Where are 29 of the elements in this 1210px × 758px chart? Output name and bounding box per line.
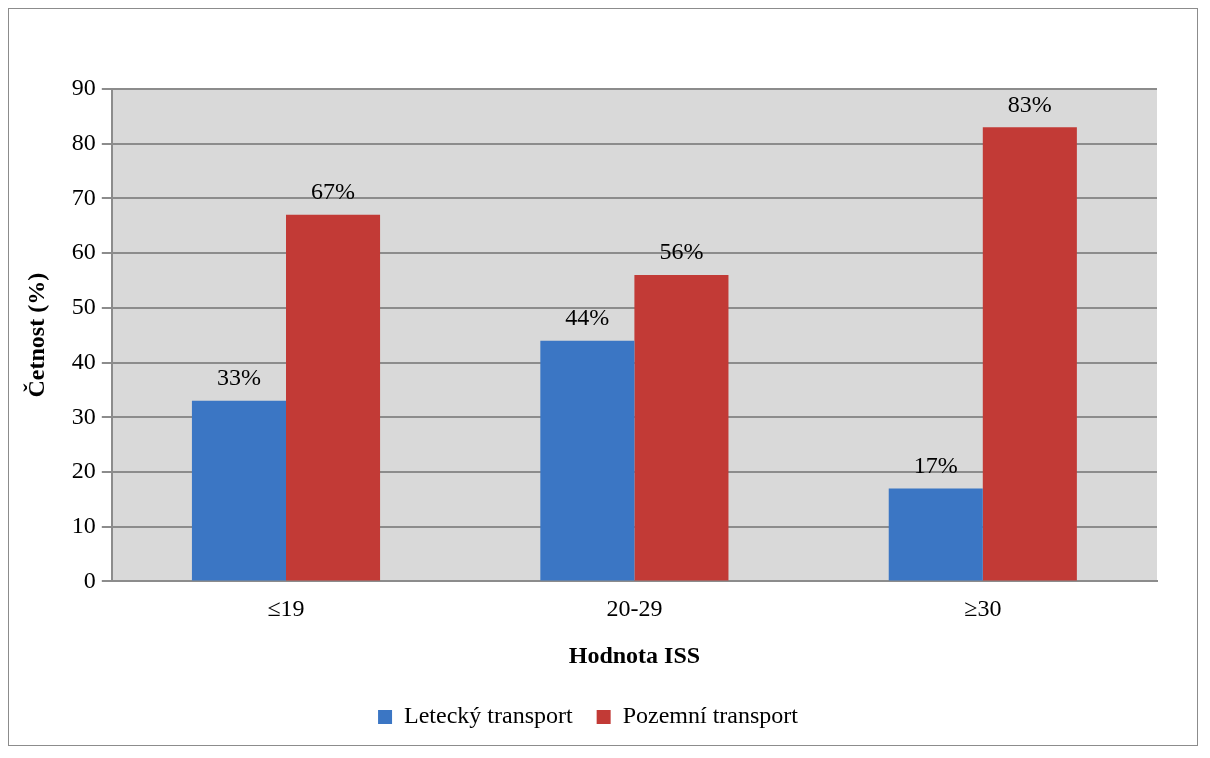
data-label: 56% bbox=[659, 238, 704, 265]
data-label: 33% bbox=[216, 364, 261, 391]
y-tick-label: 40 bbox=[71, 347, 96, 374]
bar bbox=[540, 340, 635, 581]
bar bbox=[888, 488, 983, 581]
data-label: 83% bbox=[1007, 90, 1052, 117]
data-label: 44% bbox=[565, 303, 610, 330]
x-axis-title: Hodnota ISS bbox=[568, 641, 701, 668]
y-tick-label: 20 bbox=[71, 457, 96, 484]
bar bbox=[634, 275, 729, 581]
data-label: 67% bbox=[311, 178, 356, 205]
y-tick-label: 70 bbox=[71, 183, 96, 210]
x-tick-label: ≤19 bbox=[267, 595, 305, 622]
bar bbox=[286, 214, 381, 581]
y-tick-label: 30 bbox=[71, 402, 96, 429]
y-tick-label: 90 bbox=[71, 74, 96, 101]
y-tick-label: 60 bbox=[71, 238, 96, 265]
data-label: 17% bbox=[913, 451, 958, 478]
bar bbox=[191, 400, 286, 581]
y-tick-label: 80 bbox=[71, 129, 96, 156]
legend-label: Pozemní transport bbox=[622, 702, 799, 729]
y-axis-title: Četnost (%) bbox=[22, 272, 49, 398]
x-tick-label: ≥30 bbox=[964, 595, 1002, 622]
bar bbox=[982, 127, 1077, 581]
x-tick-label: 20-29 bbox=[606, 595, 663, 622]
y-tick-label: 50 bbox=[71, 293, 96, 320]
legend-label: Letecký transport bbox=[404, 702, 573, 729]
y-tick-label: 10 bbox=[71, 511, 96, 538]
y-tick-label: 0 bbox=[83, 566, 96, 593]
